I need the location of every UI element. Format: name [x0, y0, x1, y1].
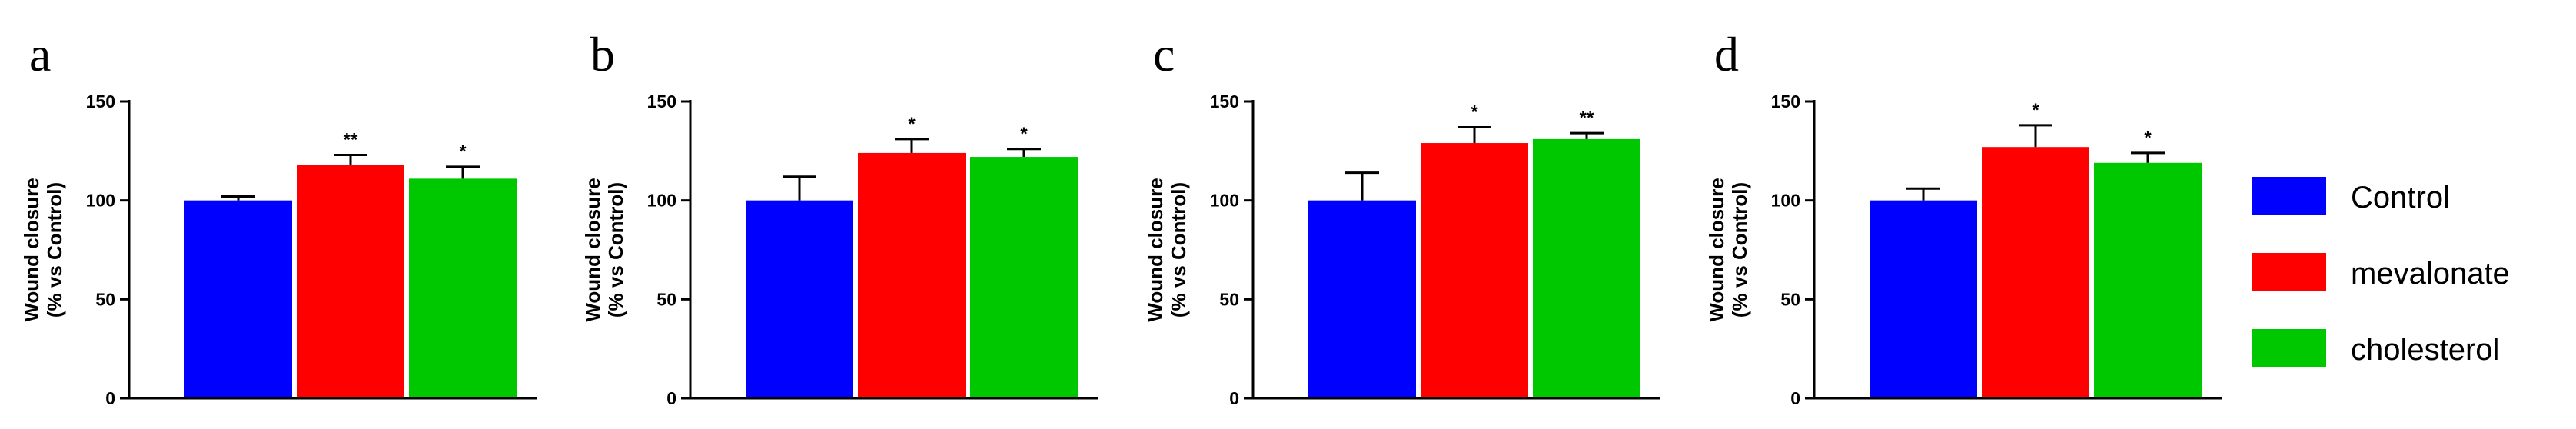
- legend-swatch: [2252, 329, 2326, 367]
- y-tick-label: 150: [647, 91, 676, 111]
- significance-marker: *: [1471, 101, 1478, 122]
- significance-marker: *: [2144, 128, 2152, 148]
- legend-label: mevalonate: [2351, 257, 2510, 291]
- bar: [970, 157, 1078, 398]
- significance-marker: **: [344, 129, 358, 150]
- y-tick-label: 50: [1780, 289, 1800, 309]
- legend-swatch: [2252, 253, 2326, 291]
- panel-label: c: [1153, 27, 1175, 81]
- y-tick-label: 0: [105, 388, 115, 408]
- bar: [1870, 200, 1977, 398]
- significance-marker: *: [459, 141, 467, 162]
- chart-panel-b: b Wound closure (% vs Control) * * 0 50 100 150: [581, 27, 1098, 408]
- y-tick-label: 150: [1210, 91, 1239, 111]
- y-tick-label: 100: [1771, 191, 1800, 211]
- bar: [1533, 138, 1640, 399]
- y-axis-label: (% vs Control): [1167, 182, 1190, 318]
- significance-marker: *: [1020, 124, 1028, 145]
- y-tick-label: 50: [95, 289, 115, 309]
- y-tick-label: 150: [1771, 91, 1800, 111]
- bar: [746, 200, 853, 398]
- bar: [184, 200, 292, 398]
- y-tick-label: 0: [666, 388, 676, 408]
- y-tick-label: 100: [1210, 191, 1239, 211]
- bar: [409, 178, 517, 399]
- significance-marker: *: [2032, 100, 2039, 121]
- bar: [858, 152, 966, 398]
- significance-marker: *: [908, 114, 916, 135]
- y-tick-label: 50: [656, 289, 676, 309]
- legend-swatch: [2252, 177, 2326, 215]
- y-tick-label: 100: [647, 191, 676, 211]
- bar: [1982, 147, 2089, 399]
- bar: [1421, 143, 1528, 399]
- legend-label: Control: [2351, 181, 2450, 214]
- bar: [1308, 200, 1416, 398]
- chart-panel-d: d Wound closure (% vs Control) * * 0 50 100 150: [1705, 27, 2222, 408]
- panel-label: b: [590, 27, 615, 81]
- legend: Control mevalonate cholesterol: [2252, 177, 2510, 367]
- significance-marker: **: [1580, 108, 1594, 128]
- y-axis-label: (% vs Control): [1728, 182, 1751, 318]
- y-tick-label: 0: [1790, 388, 1800, 408]
- panel-label: a: [29, 27, 51, 81]
- y-tick-label: 50: [1219, 289, 1239, 309]
- bar: [297, 165, 404, 398]
- y-axis-label: (% vs Control): [43, 182, 66, 318]
- y-tick-label: 100: [86, 191, 115, 211]
- y-axis-label: Wound closure: [20, 178, 43, 321]
- y-axis-label: Wound closure: [581, 178, 604, 321]
- y-axis-label: (% vs Control): [604, 182, 627, 318]
- panel-label: d: [1714, 27, 1739, 81]
- y-tick-label: 0: [1229, 388, 1239, 408]
- legend-label: cholesterol: [2351, 333, 2499, 367]
- y-axis-label: Wound closure: [1144, 178, 1167, 321]
- bar: [2094, 162, 2202, 399]
- y-tick-label: 150: [86, 91, 115, 111]
- y-axis-label: Wound closure: [1705, 178, 1728, 321]
